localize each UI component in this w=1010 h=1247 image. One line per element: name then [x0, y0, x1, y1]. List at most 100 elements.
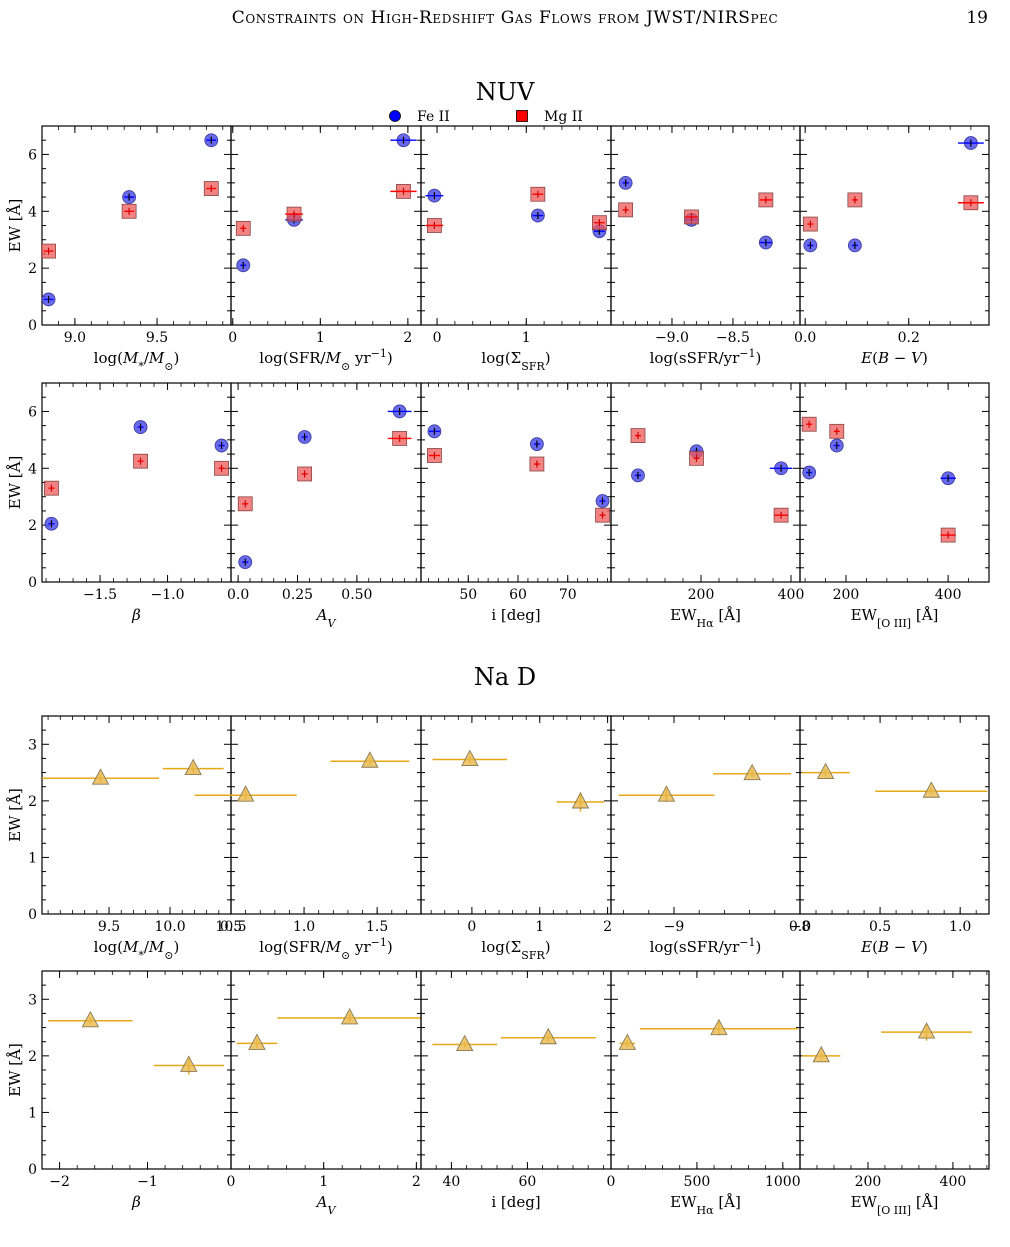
x-axis-label: AV — [315, 606, 337, 630]
nad-point — [455, 1034, 474, 1051]
x-axis-label: E(B − V) — [860, 938, 928, 956]
x-tick-label: 1 — [522, 330, 531, 346]
x-tick-label: 9.0 — [64, 330, 86, 346]
panel-frame — [41, 715, 232, 915]
x-axis-label: log(SFR/M⊙ yr−1) — [259, 936, 392, 962]
x-tick-label: 0 — [228, 330, 237, 346]
nad-point — [81, 1010, 100, 1028]
panel-log-ssfr-yr: −9 −8 log(sSFR/yr−1) — [610, 715, 811, 957]
x-tick-label: −8 — [790, 919, 811, 935]
x-tick-label: 2 — [403, 330, 412, 346]
panel-frame — [610, 382, 801, 583]
x-tick-label: 200 — [833, 587, 860, 603]
panel-ew-o-iii: 200 400 EW[O III] [Å] — [799, 382, 990, 630]
panel-frame — [230, 715, 422, 915]
panel-frame — [420, 715, 612, 915]
panel-i-deg: 40 60 i [deg] — [420, 970, 612, 1211]
panel-log-sfr-m-yr: 0 1 2 log(SFR/M⊙ yr−1) — [228, 125, 422, 373]
panel-frame — [230, 125, 422, 326]
nad-point — [922, 781, 941, 798]
x-tick-label: 9.5 — [146, 330, 168, 346]
x-tick-label: 0 — [607, 1174, 616, 1190]
panel-frame — [799, 715, 990, 915]
x-axis-label: log(M*/M⊙) — [94, 938, 180, 962]
panel-frame — [41, 125, 232, 326]
x-tick-label: 0.50 — [341, 587, 372, 603]
y-axis-label: EW [Å] — [6, 1043, 24, 1097]
x-tick-label: 400 — [940, 1174, 967, 1190]
panel-frame — [41, 970, 232, 1170]
x-axis-label: log(ΣSFR) — [481, 349, 550, 373]
nad-point — [812, 1045, 830, 1063]
panel-ewh: 200 400 EWHα [Å] — [610, 382, 805, 630]
y-tick-label: 0 — [28, 1162, 37, 1178]
y-tick-label: 2 — [28, 794, 37, 810]
x-tick-label: 0.0 — [227, 587, 249, 603]
nad-point — [917, 1022, 936, 1039]
panel-frame — [420, 125, 612, 326]
x-tick-label: −9.0 — [655, 330, 689, 346]
x-tick-label: −8.5 — [716, 330, 750, 346]
nad-point — [618, 1033, 637, 1050]
nad-point — [743, 763, 761, 781]
x-axis-label: i [deg] — [491, 606, 540, 624]
legend: Fe II Mg II — [389, 109, 583, 125]
panel-frame — [420, 970, 612, 1170]
x-tick-label: 9.5 — [98, 919, 120, 935]
nad-point — [184, 758, 202, 776]
x-tick-label: 0.5 — [869, 919, 891, 935]
x-tick-label: 2 — [603, 919, 612, 935]
nad-point — [461, 749, 479, 767]
y-axis-label: EW [Å] — [6, 788, 24, 842]
x-tick-label: 1 — [319, 1174, 328, 1190]
x-tick-label: 400 — [935, 587, 962, 603]
panel-frame — [610, 715, 801, 915]
x-tick-label: 0 — [433, 330, 442, 346]
panel-: 0 2 4 6 −1.5 −1.0 β — [28, 382, 232, 624]
panel-: 0 1 2 3 −2 −1 β — [28, 970, 232, 1211]
panel-ewh: 0 500 1000 EWHα [Å] — [607, 970, 801, 1217]
x-tick-label: 0 — [467, 919, 476, 935]
y-tick-label: 2 — [28, 1049, 37, 1065]
nad-point — [710, 1018, 728, 1036]
x-tick-label: 400 — [778, 587, 805, 603]
y-tick-label: 3 — [28, 992, 37, 1008]
legend-marker-mg-ii — [516, 110, 528, 122]
y-tick-label: 0 — [28, 575, 37, 591]
panel-frame — [420, 382, 612, 583]
x-axis-label: EW[O III] [Å] — [851, 1193, 939, 1217]
y-tick-label: 1 — [28, 1105, 37, 1121]
panel-frame — [799, 125, 990, 326]
x-tick-label: −1 — [137, 1174, 158, 1190]
nad-point — [539, 1027, 558, 1045]
panel-log-sfr: 0 1 log(ΣSFR) — [420, 125, 612, 373]
panel-log-m-m: 0 1 2 3 9.5 10.0 10.5 log(M*/M⊙) — [28, 715, 247, 962]
x-axis-label: log(M*/M⊙) — [94, 349, 180, 373]
x-axis-label: EW[O III] [Å] — [851, 606, 939, 630]
x-axis-label: EWHα [Å] — [670, 1193, 741, 1217]
x-tick-label: 0.0 — [789, 919, 811, 935]
nad-point — [361, 751, 379, 768]
x-axis-label: i [deg] — [491, 1193, 540, 1211]
chart-title: Na D — [474, 663, 536, 691]
x-tick-label: 0 — [227, 1174, 236, 1190]
x-axis-label: log(sSFR/yr−1) — [650, 936, 762, 957]
panel-frame — [230, 382, 422, 583]
x-tick-label: 2 — [412, 1174, 421, 1190]
x-tick-label: 0.5 — [220, 919, 242, 935]
x-tick-label: 1 — [535, 919, 544, 935]
y-tick-label: 6 — [28, 404, 37, 420]
x-tick-label: 0.0 — [794, 330, 816, 346]
y-tick-label: 6 — [28, 147, 37, 163]
x-tick-label: 50 — [459, 587, 477, 603]
nad-point — [816, 762, 835, 780]
x-axis-label: log(sSFR/yr−1) — [650, 347, 762, 368]
legend-marker-fe-ii — [389, 110, 401, 122]
y-tick-label: 1 — [28, 850, 37, 866]
panel-frame — [799, 970, 990, 1170]
